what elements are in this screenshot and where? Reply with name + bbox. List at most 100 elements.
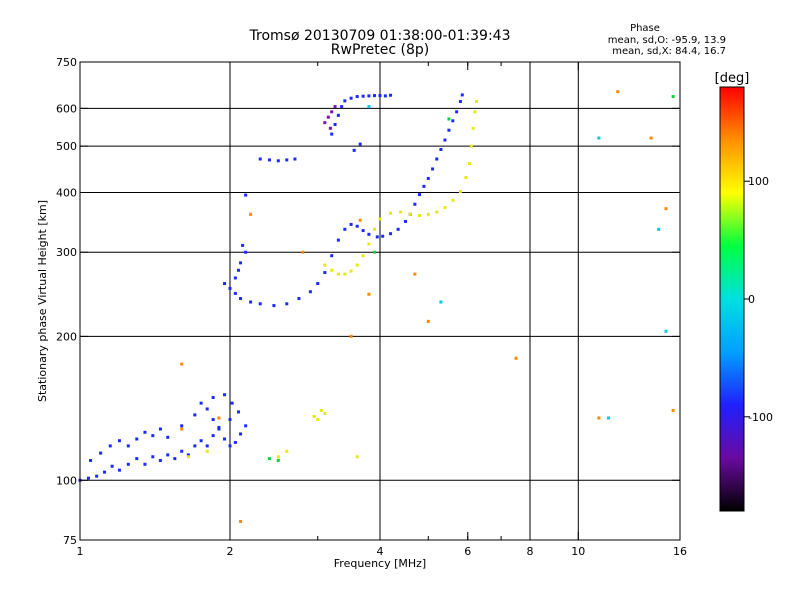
data-point	[117, 468, 121, 472]
y-tick-label: 200	[56, 330, 77, 343]
data-point	[110, 464, 114, 468]
data-point	[355, 455, 359, 459]
data-point	[352, 148, 356, 152]
data-point	[211, 418, 215, 422]
data-point	[464, 175, 468, 179]
data-point	[330, 254, 334, 258]
data-point	[471, 126, 475, 130]
data-point	[473, 110, 477, 114]
data-point	[312, 414, 316, 418]
data-point	[205, 449, 209, 453]
data-point	[89, 458, 93, 462]
data-point	[358, 142, 362, 146]
data-point	[367, 232, 371, 236]
colorbar-tick-label: 100	[748, 175, 769, 188]
data-point	[336, 272, 340, 276]
data-point	[330, 110, 334, 114]
data-point	[233, 291, 237, 295]
data-point	[435, 157, 439, 161]
colorbar-ticks: 100 0 -100	[744, 175, 773, 424]
data-point	[244, 424, 248, 428]
y-tick-label: 600	[56, 102, 77, 115]
data-point	[375, 235, 379, 239]
data-point	[326, 115, 330, 119]
data-point	[239, 432, 243, 436]
data-points	[78, 90, 675, 523]
x-tick-label: 16	[673, 545, 687, 558]
data-point	[166, 435, 170, 439]
data-point	[451, 119, 455, 123]
data-point	[349, 334, 353, 338]
data-point	[439, 300, 443, 304]
x-tick-label: 1	[77, 545, 84, 558]
data-point	[358, 218, 362, 222]
data-point	[193, 413, 197, 417]
data-point	[671, 408, 675, 412]
data-point	[199, 401, 203, 405]
data-point	[333, 105, 337, 109]
y-tick-label: 300	[56, 246, 77, 259]
data-point	[180, 427, 184, 431]
data-point	[616, 90, 620, 94]
data-point	[301, 250, 305, 254]
data-point	[333, 123, 337, 127]
data-point	[285, 158, 289, 162]
data-point	[276, 458, 280, 462]
data-point	[293, 157, 297, 161]
data-point	[439, 148, 443, 152]
data-point	[166, 453, 170, 457]
data-point	[151, 434, 155, 438]
data-point	[396, 227, 400, 231]
data-point	[205, 407, 209, 411]
grid-lines	[80, 62, 680, 540]
data-point	[211, 434, 215, 438]
data-point	[143, 462, 147, 466]
data-point	[664, 329, 668, 333]
data-point	[475, 100, 479, 104]
data-point	[389, 211, 393, 215]
data-point	[316, 418, 320, 422]
data-point	[514, 356, 518, 360]
data-point	[431, 167, 435, 171]
data-point	[99, 451, 103, 455]
y-tick-label: 75	[63, 534, 77, 547]
data-point	[205, 444, 209, 448]
data-point	[230, 401, 234, 405]
data-point	[186, 453, 190, 457]
colorbar-tick-label: -100	[748, 411, 773, 424]
data-point	[349, 222, 353, 226]
data-point	[361, 94, 365, 98]
data-point	[378, 94, 382, 98]
data-point	[117, 439, 121, 443]
data-point	[671, 95, 675, 99]
data-point	[323, 263, 327, 267]
data-point	[443, 138, 447, 142]
data-point	[217, 425, 221, 429]
data-point	[173, 457, 177, 461]
data-point	[233, 440, 237, 444]
data-point	[126, 462, 130, 466]
data-point	[267, 457, 271, 461]
data-point	[349, 96, 353, 100]
data-point	[355, 95, 359, 99]
data-point	[239, 519, 243, 523]
data-point	[217, 416, 221, 420]
x-axis-label: Frequency [MHz]	[334, 557, 426, 570]
data-point	[239, 261, 243, 265]
data-point	[323, 121, 327, 125]
data-point	[244, 250, 248, 254]
data-point	[361, 254, 365, 258]
data-point	[597, 136, 601, 140]
data-point	[319, 408, 323, 412]
data-point	[186, 455, 190, 459]
data-point	[297, 297, 301, 301]
data-point	[447, 128, 451, 132]
data-point	[373, 94, 377, 98]
x-tick-label: 6	[464, 545, 471, 558]
data-point	[469, 144, 473, 148]
data-point	[236, 268, 240, 272]
data-point	[343, 99, 347, 103]
data-point	[180, 449, 184, 453]
colorbar-label: [deg]	[715, 71, 750, 86]
